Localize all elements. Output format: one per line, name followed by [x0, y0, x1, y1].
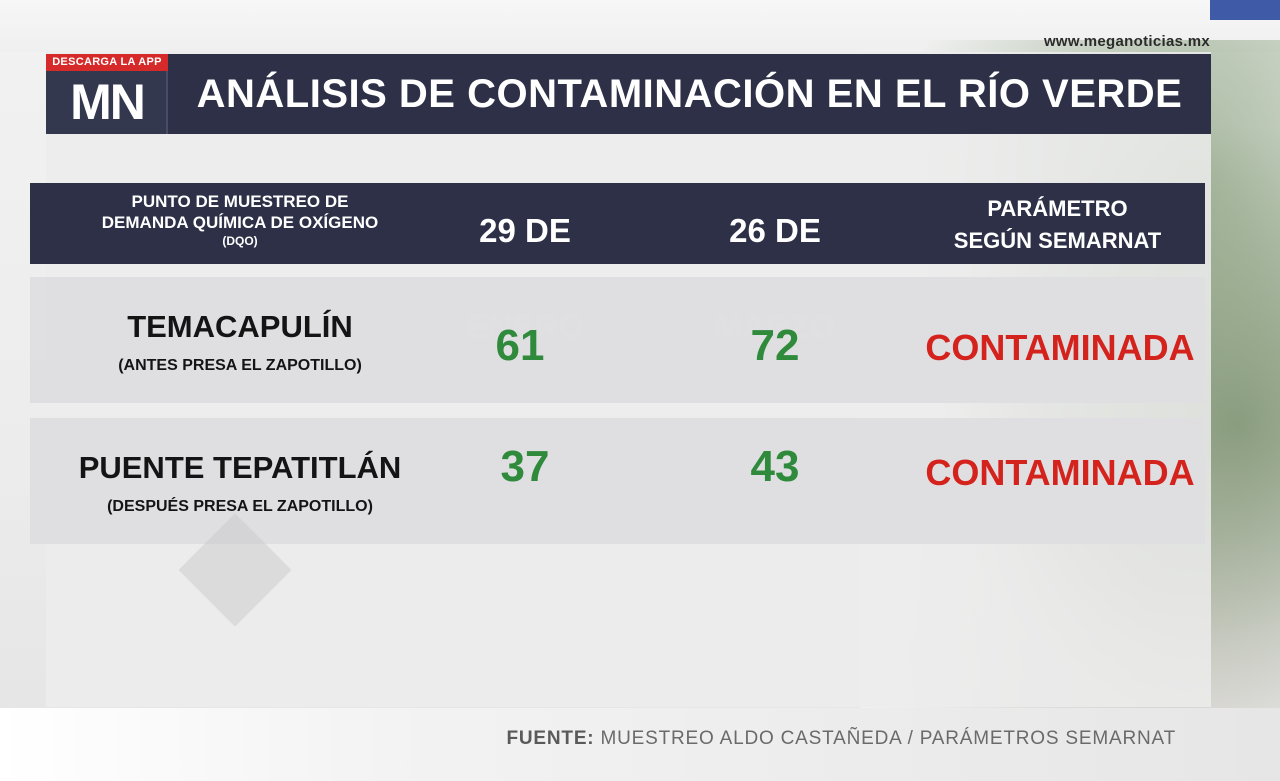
row-value-march: 72 [750, 321, 800, 370]
header-point-line1: PUNTO DE MUESTREO DE [131, 192, 349, 211]
row-place-name: TEMACAPULÍN [127, 309, 353, 344]
row-status: CONTAMINADA [925, 327, 1195, 368]
source-text: MUESTREO ALDO CASTAÑEDA / PARÁMETROS SEM… [594, 728, 1176, 749]
row-status: CONTAMINADA [925, 452, 1195, 493]
logo[interactable]: DESCARGA LA APP MN [46, 54, 168, 134]
header-date-january: 29 DE ENERO [466, 212, 583, 345]
footer-bar [0, 708, 1280, 781]
header-parameter: PARÁMETRO SEGÚN SEMARNAT [925, 193, 1190, 257]
source-label: FUENTE: [506, 728, 595, 749]
row-place-note: (DESPUÉS PRESA EL ZAPOTILLO) [107, 498, 373, 515]
header-param-line2: SEGÚN SEMARNAT [953, 228, 1162, 253]
row-value-january: 37 [500, 442, 550, 491]
row-place-name: PUENTE TEPATITLÁN [78, 450, 402, 485]
header-point-line2: DEMANDA QUÍMICA DE OXÍGENO [101, 213, 379, 232]
website-url[interactable]: www.meganoticias.mx [1043, 33, 1210, 50]
table-header: PUNTO DE MUESTREO DE DEMANDA QUÍMICA DE … [30, 183, 1205, 345]
logo-text: MN [70, 74, 146, 130]
page-title: ANÁLISIS DE CONTAMINACIÓN EN EL RÍO VERD… [196, 72, 1183, 116]
download-app-tag[interactable]: DESCARGA LA APP [46, 54, 168, 71]
source-credit: FUENTE: MUESTREO ALDO CASTAÑEDA / PARÁME… [507, 728, 1177, 750]
header-point-line3: (DQO) [222, 234, 258, 248]
header-param-line1: PARÁMETRO [987, 196, 1128, 221]
row-value-january: 61 [495, 321, 545, 370]
row-place-note: (ANTES PRESA EL ZAPOTILLO) [118, 357, 362, 374]
corner-accent-bar [1210, 0, 1280, 20]
header-sampling-point: PUNTO DE MUESTREO DE DEMANDA QUÍMICA DE … [50, 191, 430, 249]
title-bar [46, 54, 1211, 134]
header-date-march: 26 DE MARZO [715, 212, 836, 345]
table-row: PUENTE TEPATITLÁN (DESPUÉS PRESA EL ZAPO… [30, 418, 1205, 544]
table-row: TEMACAPULÍN (ANTES PRESA EL ZAPOTILLO) 6… [30, 277, 1205, 403]
row-value-march: 43 [750, 442, 800, 491]
